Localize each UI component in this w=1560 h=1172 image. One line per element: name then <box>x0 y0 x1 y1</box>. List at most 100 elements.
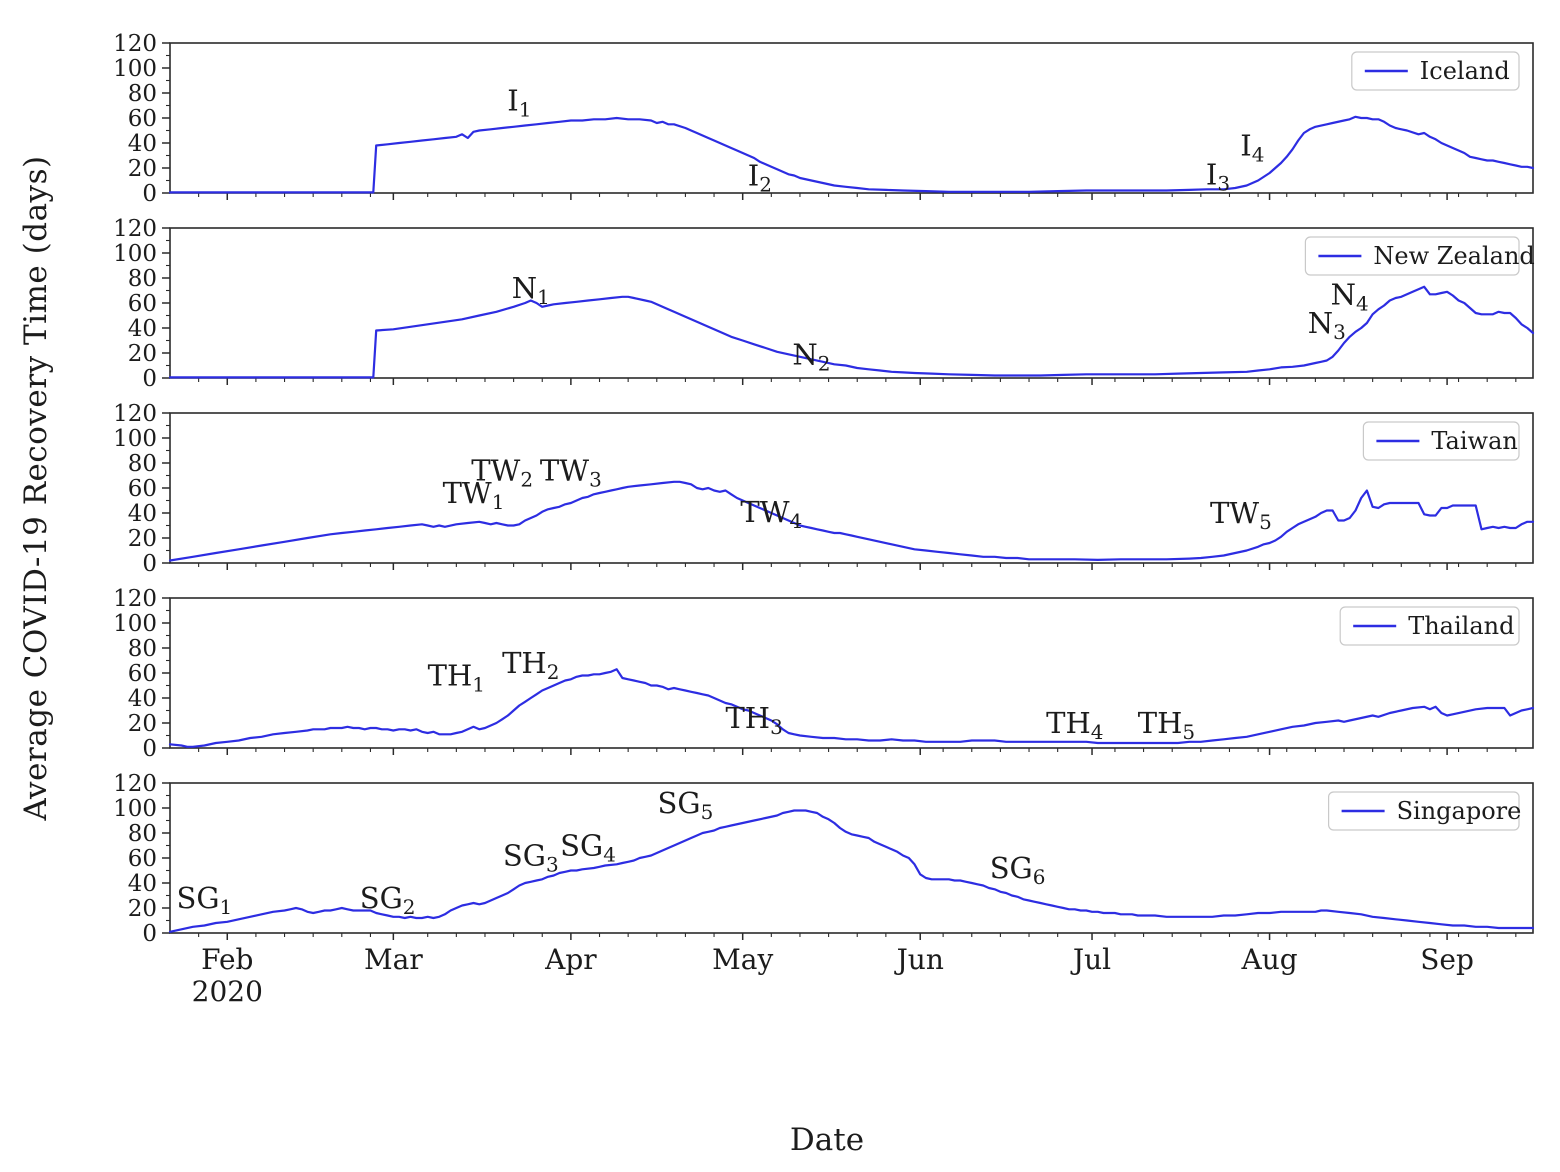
y-tick-label: 60 <box>128 476 157 502</box>
legend-label: Thailand <box>1408 612 1514 640</box>
annotation-subscript: 4 <box>1252 143 1265 167</box>
y-tick-label: 100 <box>113 796 157 822</box>
annotation-subscript: 4 <box>1356 291 1369 315</box>
annotation-subscript: 5 <box>1259 510 1272 534</box>
y-tick-label: 20 <box>128 526 157 552</box>
annotation-subscript: 6 <box>1033 865 1046 889</box>
annotation-subscript: 3 <box>1333 320 1346 344</box>
y-tick-label: 0 <box>142 736 157 762</box>
y-tick-label: 80 <box>128 821 157 847</box>
annotation-i1: I1 <box>507 84 531 122</box>
annotation-tw5: TW5 <box>1210 496 1272 534</box>
y-tick-label: 120 <box>113 31 157 57</box>
annotation-subscript: 5 <box>1182 720 1195 744</box>
y-tick-label: 20 <box>128 341 157 367</box>
y-tick-label: 60 <box>128 846 157 872</box>
legend-label: New Zealand <box>1373 242 1534 270</box>
annotation-tw3: TW3 <box>540 454 602 492</box>
y-tick-label: 100 <box>113 426 157 452</box>
legend-singapore: Singapore <box>1327 791 1522 831</box>
y-tick-label: 80 <box>128 636 157 662</box>
y-tick-label: 60 <box>128 291 157 317</box>
y-tick-label: 60 <box>128 106 157 132</box>
y-tick-label: 40 <box>128 316 157 342</box>
x-tick-label-apr: Apr <box>544 943 597 976</box>
x-tick-label-jun: Jun <box>894 943 944 976</box>
annotation-th5: TH5 <box>1138 706 1195 744</box>
annotation-tw4: TW4 <box>740 495 802 533</box>
annotation-subscript: 4 <box>1091 720 1104 744</box>
annotation-n4: N4 <box>1331 277 1369 315</box>
x-tick-label-mar: Mar <box>364 943 423 976</box>
annotation-th1: TH1 <box>428 659 485 697</box>
annotation-th3: TH3 <box>725 701 782 739</box>
legend-label: Singapore <box>1397 797 1522 825</box>
y-tick-label: 100 <box>113 611 157 637</box>
y-tick-label: 40 <box>128 501 157 527</box>
y-tick-label: 40 <box>128 686 157 712</box>
x-tick-label-may: May <box>712 943 773 976</box>
y-tick-label: 20 <box>128 896 157 922</box>
legend-taiwan: Taiwan <box>1362 421 1520 461</box>
y-tick-label: 0 <box>142 921 157 947</box>
x-tick-label-feb: Feb <box>201 943 253 976</box>
legend-thailand: Thailand <box>1339 606 1520 646</box>
y-tick-label: 60 <box>128 661 157 687</box>
y-tick-label: 80 <box>128 451 157 477</box>
y-tick-label: 80 <box>128 266 157 292</box>
annotation-n2: N2 <box>792 337 830 375</box>
annotation-i3: I3 <box>1206 157 1230 195</box>
legend-label: Taiwan <box>1431 427 1517 455</box>
annotation-subscript: 1 <box>492 490 505 514</box>
annotation-subscript: 3 <box>770 715 783 739</box>
annotation-th4: TH4 <box>1046 706 1103 744</box>
annotation-th2: TH2 <box>502 646 559 684</box>
x-axis-label: Date <box>789 1122 865 1158</box>
y-axis-label: Average COVID-19 Recovery Time (days) <box>18 155 54 821</box>
annotation-subscript: 3 <box>546 853 559 877</box>
annotation-subscript: 1 <box>537 285 550 309</box>
y-tick-label: 40 <box>128 131 157 157</box>
annotation-sg6: SG6 <box>990 851 1046 889</box>
y-tick-label: 20 <box>128 156 157 182</box>
iceland-line <box>168 115 1535 194</box>
y-tick-label: 100 <box>113 56 157 82</box>
x-tick-label-sep: Sep <box>1420 943 1474 976</box>
y-tick-label: 120 <box>113 586 157 612</box>
panel-frame <box>169 597 1534 749</box>
new-zealand-line <box>168 285 1535 379</box>
annotation-subscript: 2 <box>547 660 560 684</box>
annotation-subscript: 3 <box>589 468 602 492</box>
x-tick-year-label: 2020 <box>192 975 263 1008</box>
legend-box <box>1351 51 1520 91</box>
annotation-subscript: 1 <box>472 673 485 697</box>
legend-iceland: Iceland <box>1351 51 1520 91</box>
y-tick-label: 80 <box>128 81 157 107</box>
legend-box <box>1327 791 1520 831</box>
y-tick-label: 100 <box>113 241 157 267</box>
y-tick-label: 0 <box>142 366 157 392</box>
annotation-n1: N1 <box>512 271 550 309</box>
annotation-subscript: 2 <box>818 351 831 375</box>
annotation-sg5: SG5 <box>658 786 714 824</box>
annotation-subscript: 2 <box>759 173 772 197</box>
thailand-line <box>168 668 1535 748</box>
panel-frame <box>169 412 1534 564</box>
legend-box <box>1339 606 1520 646</box>
annotation-subscript: 5 <box>701 800 714 824</box>
annotation-subscript: 2 <box>520 468 533 492</box>
annotation-subscript: 1 <box>220 895 233 919</box>
legend-box <box>1362 421 1520 461</box>
y-tick-label: 120 <box>113 216 157 242</box>
legend-label: Iceland <box>1420 57 1510 85</box>
annotation-sg3: SG3 <box>503 839 559 877</box>
annotation-sg2: SG2 <box>360 881 416 919</box>
y-tick-label: 20 <box>128 711 157 737</box>
annotation-i2: I2 <box>748 159 772 197</box>
